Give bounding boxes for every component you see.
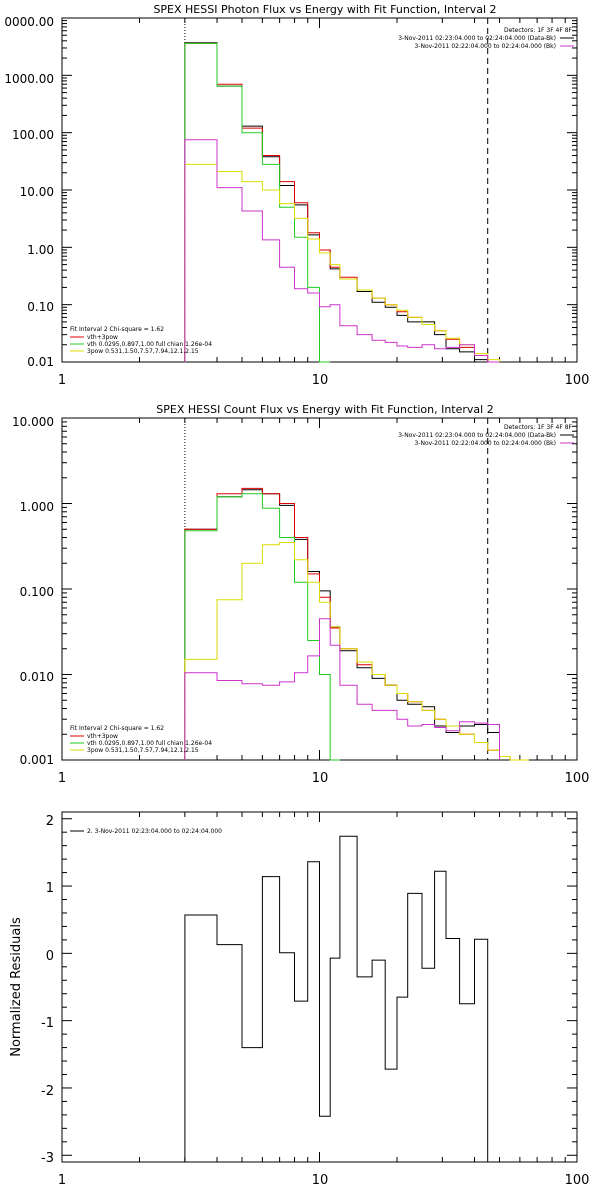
series-line: [184, 489, 500, 760]
panel1-data: [184, 18, 500, 363]
panel3-ylabel: Normalized Residuals: [9, 917, 24, 1057]
panel2-legend-3pow: 3pow 0.531,1.50,7.57,7.94,12.1,2.15: [87, 747, 199, 754]
panel2-legend-vth: vth 0.0295,0.897,1.00 full chian 1.26e-0…: [87, 740, 212, 747]
panel3-ytick-label: 0: [46, 949, 54, 964]
panel1-xtick-label: 10: [312, 373, 329, 388]
series-line: [184, 487, 529, 761]
panel3-xtick-label: 100: [565, 1173, 590, 1188]
panel2-legend-total: vth+3pow: [87, 733, 118, 740]
panel3-ytick-label: 2: [46, 814, 54, 829]
panel1-ytick-label: 0000.00: [4, 15, 54, 29]
panel3-ytick-label: 1: [46, 881, 54, 896]
panel1-legend-data-bk: 3-Nov-2011 02:23:04.000 to 02:24:04.000 …: [398, 35, 556, 42]
panel3-legend: 2. 3-Nov-2011 02:23:04.000 to 02:24:04.0…: [87, 828, 222, 835]
panel1-xtick-label: 100: [565, 373, 590, 388]
panel1-ytick-label: 0.10: [27, 300, 54, 314]
panel1-title: SPEX HESSI Photon Flux vs Energy with Fi…: [153, 3, 496, 16]
panel1-ytick-label: 1.00: [27, 243, 54, 257]
panel2-legend-bk: 3-Nov-2011 02:22:04.000 to 02:24:04.000 …: [414, 440, 556, 447]
panel1-legend-detectors: Detectors: 1F 3F 4F 8F: [504, 27, 573, 34]
photon-flux-panel: SPEX HESSI Photon Flux vs Energy with Fi…: [4, 3, 589, 388]
panel2-legend-detectors: Detectors: 1F 3F 4F 8F: [504, 424, 573, 431]
panel1-legend-fit: Fit Interval 2 Chi-square = 1.62: [70, 326, 164, 333]
panel2-ytick-label: 1.000: [20, 500, 54, 514]
panel3-xtick-label: 10: [312, 1173, 329, 1188]
panel3-data: [184, 835, 489, 1162]
panel2-legend-bottom: Fit Interval 2 Chi-square = 1.62 vth+3po…: [70, 725, 212, 754]
series-line: [184, 42, 500, 363]
panel1-legend-top: Detectors: 1F 3F 4F 8F 3-Nov-2011 02:23:…: [398, 27, 574, 50]
panel3-xtick-label: 1: [58, 1173, 66, 1188]
panel2-xtick-label: 10: [312, 771, 329, 786]
panel1-legend-total: vth+3pow: [87, 334, 118, 341]
series-line: [184, 542, 529, 761]
series-line: [184, 139, 500, 363]
panel1-legend-bk: 3-Nov-2011 02:22:04.000 to 02:24:04.000 …: [414, 43, 556, 50]
panel1-ytick-label: 1000.00: [4, 72, 54, 86]
panel1-ytick-label: 100.00: [12, 128, 54, 142]
panel3-grid-ticks: [61, 812, 577, 1162]
panel2-ytick-label: 10.000: [12, 415, 54, 429]
panel3-ytick-label: -1: [41, 1016, 54, 1031]
series-line: [184, 618, 500, 760]
panel1-legend-bottom: Fit Interval 2 Chi-square = 1.62 vth+3po…: [70, 326, 212, 355]
panel2-title: SPEX HESSI Count Flux vs Energy with Fit…: [156, 403, 493, 416]
panel2-xtick-label: 100: [565, 771, 590, 786]
panel2-legend-top: Detectors: 1F 3F 4F 8F 3-Nov-2011 02:23:…: [398, 424, 574, 447]
panel2-legend-data-bk: 3-Nov-2011 02:23:04.000 to 02:24:04.000 …: [398, 432, 556, 439]
series-line: [184, 493, 340, 761]
series-line: [184, 42, 331, 363]
series-line: [184, 163, 500, 362]
panel2-legend-fit: Fit Interval 2 Chi-square = 1.62: [70, 725, 164, 732]
panel2-ytick-label: 0.010: [20, 670, 54, 684]
panel3-ytick-label: -2: [41, 1084, 54, 1099]
panel2-ytick-label: 0.100: [20, 585, 54, 599]
panel2-ytick-label: 0.001: [20, 753, 54, 767]
panel3-ytick-label: -3: [41, 1151, 54, 1166]
series-line: [184, 42, 500, 363]
panel1-ytick-label: 10.00: [20, 185, 54, 199]
count-flux-panel: SPEX HESSI Count Flux vs Energy with Fit…: [12, 403, 589, 786]
panel1-xtick-label: 1: [58, 373, 66, 388]
series-line: [184, 835, 489, 1162]
panel2-grid-ticks: [61, 418, 577, 761]
panel1-ytick-label: 0.01: [27, 355, 54, 369]
panel2-xtick-label: 1: [58, 771, 66, 786]
panel1-grid-ticks: [61, 18, 577, 363]
panel1-legend-vth: vth 0.0295,0.897,1.00 full chian 1.26e-0…: [87, 341, 212, 348]
residuals-panel: Normalized Residuals 2 1 0 -1 -2 -3 1 10…: [9, 811, 590, 1188]
panel2-data: [184, 418, 529, 761]
panel1-legend-3pow: 3pow 0.531,1.50,7.57,7.94,12.1,2.15: [87, 348, 199, 355]
